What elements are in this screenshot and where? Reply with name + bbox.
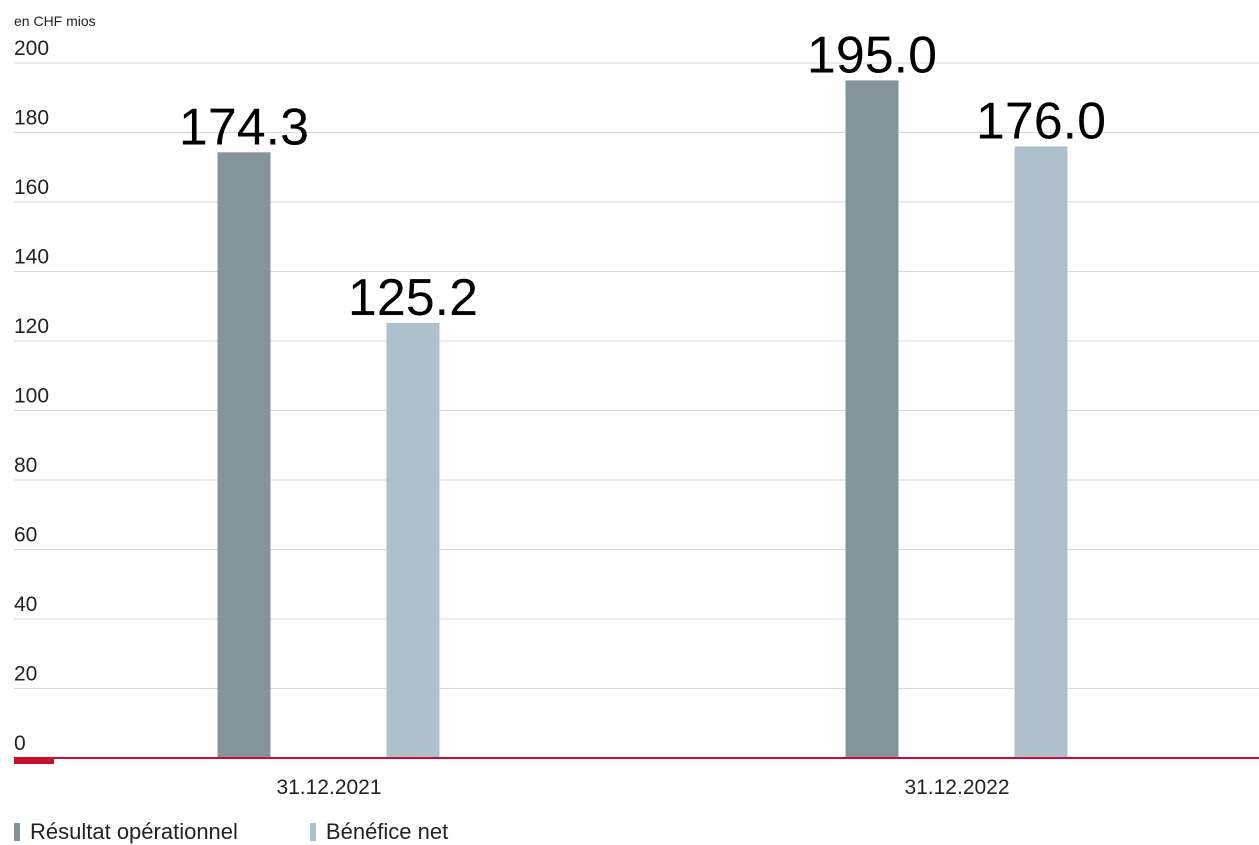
y-tick-label: 140 — [14, 246, 49, 269]
bar — [386, 322, 440, 758]
data-label: 125.2 — [348, 269, 478, 327]
y-tick-label: 60 — [14, 524, 37, 547]
unit-label: en CHF mios — [14, 13, 96, 29]
y-axis-ticks: 0 20 40 60 80 100 120 140 160 180 200 — [14, 37, 49, 755]
bar — [845, 80, 899, 758]
data-label: 195.0 — [807, 26, 937, 84]
legend-item-operating-result: Résultat opérationnel — [14, 819, 238, 845]
x-axis-categories: 31.12.2021 31.12.2022 — [276, 776, 1009, 799]
legend-label: Résultat opérationnel — [30, 818, 238, 844]
x-category-label: 31.12.2022 — [904, 776, 1009, 799]
legend: Résultat opérationnel Bénéfice net — [14, 818, 520, 845]
bars — [217, 80, 1068, 758]
legend-label: Bénéfice net — [325, 818, 449, 844]
gridlines — [14, 62, 1259, 689]
y-tick-label: 200 — [14, 37, 49, 60]
bar — [1014, 146, 1068, 758]
y-tick-label: 100 — [14, 385, 49, 408]
y-tick-label: 80 — [14, 454, 37, 477]
bar — [217, 152, 271, 758]
y-tick-label: 120 — [14, 315, 49, 338]
y-tick-label: 20 — [14, 663, 37, 686]
y-tick-label: 0 — [14, 732, 26, 755]
bar-chart: en CHF mios 020406080100120140160180200 … — [14, 13, 1259, 799]
x-category-label: 31.12.2021 — [276, 776, 381, 799]
data-label: 176.0 — [976, 92, 1106, 150]
y-tick-label: 160 — [14, 176, 49, 199]
y-tick-label: 40 — [14, 593, 37, 616]
legend-swatch — [309, 822, 316, 841]
zero-marker — [14, 757, 54, 764]
data-label: 174.3 — [179, 98, 309, 156]
data-labels: 174.3 125.2 195.0 176.0 — [179, 26, 1106, 327]
legend-swatch — [14, 822, 20, 841]
legend-item-net-profit: Bénéfice net — [309, 818, 449, 845]
y-tick-label: 180 — [14, 107, 49, 130]
